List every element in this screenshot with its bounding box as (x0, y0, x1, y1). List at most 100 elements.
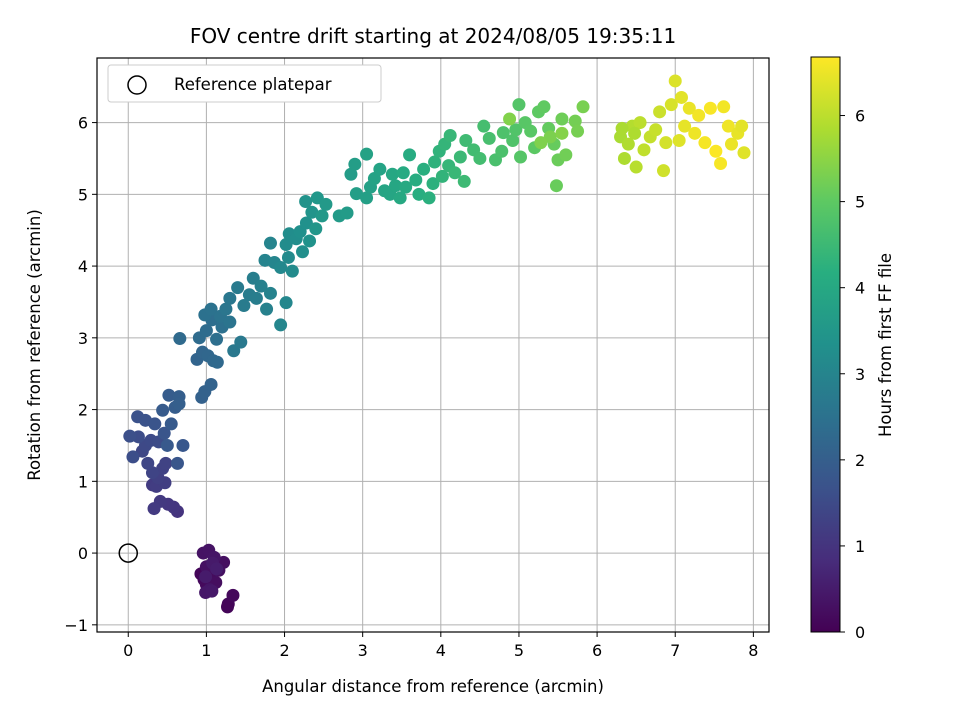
scatter-point (674, 90, 688, 104)
scatter-point (417, 162, 431, 176)
scatter-point (220, 600, 234, 614)
colorbar-gradient (810, 56, 841, 633)
scatter-point (649, 123, 663, 137)
scatter-point (344, 167, 358, 181)
scatter-point (348, 157, 362, 171)
x-tick-label: 2 (279, 641, 289, 660)
scatter-point (682, 101, 696, 115)
scatter-point (148, 417, 162, 431)
scatter-point (162, 388, 176, 402)
y-tick-label: 5 (78, 185, 88, 204)
scatter-point (555, 126, 569, 140)
scatter-point (285, 264, 299, 278)
y-tick-label: 0 (78, 544, 88, 563)
scatter-point (305, 205, 319, 219)
scatter-point (210, 332, 224, 346)
scatter-point (537, 100, 551, 114)
scatter-point (568, 114, 582, 128)
x-tick-label: 1 (201, 641, 211, 660)
legend: Reference platepar (107, 64, 382, 103)
scatter-point (426, 177, 440, 191)
scatter-point (263, 236, 277, 250)
scatter-point (512, 98, 526, 112)
y-tick-label: −1 (64, 616, 88, 635)
x-tick-label: 5 (514, 641, 524, 660)
scatter-point (524, 124, 538, 138)
scatter-point (227, 344, 241, 358)
scatter-point (703, 101, 717, 115)
scatter-point (219, 302, 233, 316)
scatter-point (422, 191, 436, 205)
scatter-point (246, 271, 260, 285)
x-axis-ticks: 0 1 2 3 4 5 6 7 8 (123, 632, 758, 660)
scatter-point (279, 296, 293, 310)
colorbar-tick-label: 5 (855, 193, 865, 212)
scatter-point (210, 355, 224, 369)
scatter-point (173, 332, 187, 346)
scatter-point (724, 137, 738, 151)
scatter-point (123, 429, 137, 443)
y-tick-label: 1 (78, 472, 88, 491)
y-tick-label: 3 (78, 329, 88, 348)
colorbar-tick-label: 0 (855, 623, 865, 642)
scatter-point (657, 164, 671, 178)
colorbar-tick-label: 4 (855, 279, 865, 298)
scatter-point (496, 126, 510, 140)
scatter-point (412, 187, 426, 201)
scatter-point (210, 562, 224, 576)
colorbar-tick-label: 6 (855, 107, 865, 126)
scatter-point (260, 302, 274, 316)
scatter-point (199, 570, 213, 584)
scatter-point (385, 167, 399, 181)
scatter-point (388, 179, 402, 193)
scatter-point (349, 187, 363, 201)
grid (97, 58, 769, 632)
scatter-point (514, 150, 528, 164)
scatter-point (678, 119, 692, 133)
scatter-point (274, 261, 288, 275)
scatter-point (204, 302, 218, 316)
scatter-point (698, 136, 712, 150)
scatter-point (254, 279, 268, 293)
reference-marker (118, 543, 139, 563)
scatter-point (688, 126, 702, 140)
scatter-point (156, 403, 170, 417)
scatter-point (637, 143, 651, 157)
plot-frame (96, 57, 770, 633)
scatter-point (199, 324, 213, 338)
colorbar-label: Hours from first FF file (876, 253, 895, 437)
y-axis-ticks: −1 0 1 2 3 4 5 6 (64, 114, 97, 635)
scatter-point (617, 151, 631, 165)
scatter-point (234, 335, 248, 349)
scatter-point (692, 108, 706, 122)
scatter-point (664, 98, 678, 112)
y-tick-label: 4 (78, 257, 88, 276)
chart-title: FOV centre drift starting at 2024/08/05 … (190, 24, 676, 48)
scatter-point (435, 169, 449, 183)
scatter-point (629, 160, 643, 174)
scatter-point (373, 162, 387, 176)
x-tick-label: 0 (123, 641, 133, 660)
scatter-point (274, 318, 288, 332)
scatter-point (457, 174, 471, 188)
scatter-point (237, 299, 251, 313)
colorbar-tick-label: 1 (855, 537, 865, 556)
colorbar-ticks: 0 1 2 3 4 5 6 (840, 107, 865, 642)
colorbar-tick-label: 2 (855, 451, 865, 470)
scatter-point (396, 166, 410, 180)
scatter-point (263, 286, 277, 300)
scatter-point (453, 150, 467, 164)
scatter-point (428, 155, 442, 169)
scatter-point (296, 245, 310, 259)
scatter-point (147, 502, 161, 516)
plot-background (97, 58, 769, 632)
scatter-point (621, 137, 635, 151)
scatter-point (281, 250, 295, 264)
scatter-point (409, 173, 423, 187)
scatter-point (249, 291, 263, 305)
scatter-point (473, 151, 487, 165)
scatter-point (299, 195, 313, 208)
scatter-point (737, 146, 751, 160)
scatter-point (668, 74, 682, 88)
